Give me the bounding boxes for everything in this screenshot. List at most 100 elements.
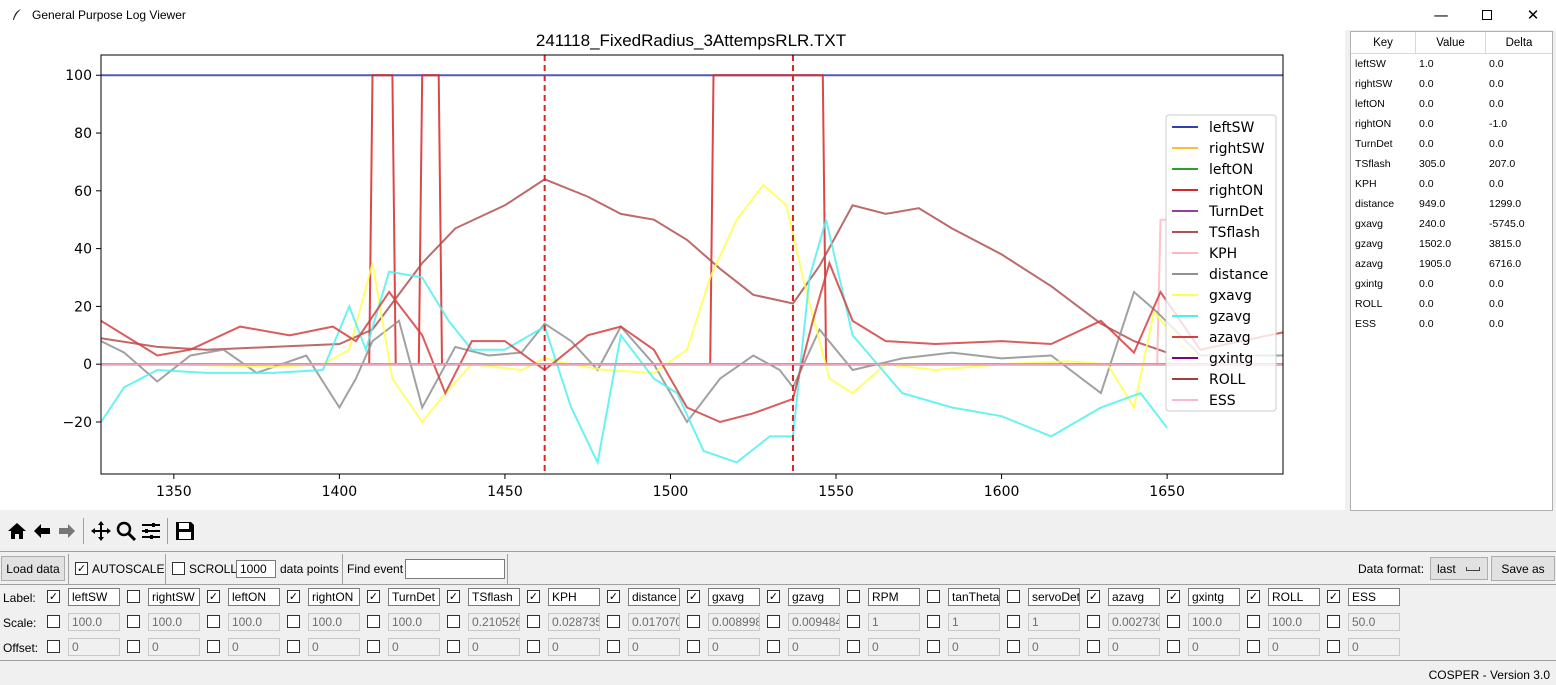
channel-scale-checkbox[interactable] <box>687 615 700 628</box>
channel-offset-checkbox[interactable] <box>527 640 540 653</box>
table-row[interactable]: gzavg 1502.0 3815.0 <box>1351 234 1552 254</box>
channel-offset-input[interactable]: 0 <box>468 638 520 656</box>
channel-offset-checkbox[interactable] <box>607 640 620 653</box>
channel-scale-checkbox[interactable] <box>1247 615 1260 628</box>
channel-offset-checkbox[interactable] <box>207 640 220 653</box>
channel-scale-checkbox[interactable] <box>367 615 380 628</box>
channel-scale-checkbox[interactable] <box>607 615 620 628</box>
channel-enable-checkbox[interactable]: ✓ <box>207 590 220 603</box>
channel-label-input[interactable]: gxintg <box>1188 588 1240 606</box>
channel-scale-input[interactable]: 0.0170706 <box>628 613 680 631</box>
channel-offset-checkbox[interactable] <box>447 640 460 653</box>
back-button[interactable] <box>29 517 54 545</box>
pan-button[interactable] <box>88 517 113 545</box>
channel-offset-checkbox[interactable] <box>127 640 140 653</box>
table-row[interactable]: distance 949.0 1299.0 <box>1351 194 1552 214</box>
channel-offset-input[interactable]: 0 <box>148 638 200 656</box>
channel-scale-input[interactable]: 100.0 <box>228 613 280 631</box>
channel-offset-input[interactable]: 0 <box>788 638 840 656</box>
channel-scale-input[interactable]: 100.0 <box>388 613 440 631</box>
data-format-dropdown[interactable]: last <box>1430 557 1488 580</box>
channel-offset-input[interactable]: 0 <box>1268 638 1320 656</box>
channel-scale-input[interactable]: 0.0094849 <box>788 613 840 631</box>
maximize-button[interactable] <box>1464 0 1510 30</box>
channel-scale-input[interactable]: 100.0 <box>68 613 120 631</box>
channel-enable-checkbox[interactable]: ✓ <box>367 590 380 603</box>
channel-scale-checkbox[interactable] <box>207 615 220 628</box>
table-row[interactable]: rightON 0.0 -1.0 <box>1351 114 1552 134</box>
channel-enable-checkbox[interactable] <box>927 590 940 603</box>
table-row[interactable]: leftSW 1.0 0.0 <box>1351 54 1552 74</box>
channel-scale-input[interactable]: 100.0 <box>148 613 200 631</box>
channel-scale-input[interactable]: 1 <box>1028 613 1080 631</box>
channel-scale-input[interactable]: 0.2105263 <box>468 613 520 631</box>
channel-offset-input[interactable]: 0 <box>548 638 600 656</box>
minimize-button[interactable]: — <box>1418 0 1464 30</box>
channel-enable-checkbox[interactable]: ✓ <box>287 590 300 603</box>
channel-offset-input[interactable]: 0 <box>228 638 280 656</box>
channel-scale-checkbox[interactable] <box>1007 615 1020 628</box>
table-row[interactable]: KPH 0.0 0.0 <box>1351 174 1552 194</box>
channel-label-input[interactable]: ROLL <box>1268 588 1320 606</box>
header-delta[interactable]: Delta <box>1505 36 1533 49</box>
channel-offset-checkbox[interactable] <box>1327 640 1340 653</box>
channel-enable-checkbox[interactable]: ✓ <box>47 590 60 603</box>
channel-enable-checkbox[interactable]: ✓ <box>1087 590 1100 603</box>
close-button[interactable]: ✕ <box>1510 0 1556 30</box>
save-figure-button[interactable] <box>172 517 197 545</box>
channel-offset-checkbox[interactable] <box>287 640 300 653</box>
channel-scale-input[interactable]: 1 <box>948 613 1000 631</box>
channel-scale-checkbox[interactable] <box>1087 615 1100 628</box>
channel-label-input[interactable]: tanTheta <box>948 588 1000 606</box>
channel-enable-checkbox[interactable]: ✓ <box>767 590 780 603</box>
channel-scale-input[interactable]: 1 <box>868 613 920 631</box>
channel-offset-input[interactable]: 0 <box>708 638 760 656</box>
scroll-checkbox[interactable] <box>172 562 185 575</box>
table-row[interactable]: gxavg 240.0 -5745.0 <box>1351 214 1552 234</box>
channel-scale-checkbox[interactable] <box>1167 615 1180 628</box>
channel-enable-checkbox[interactable] <box>127 590 140 603</box>
table-row[interactable]: ESS 0.0 0.0 <box>1351 314 1552 334</box>
channel-offset-checkbox[interactable] <box>47 640 60 653</box>
channel-offset-checkbox[interactable] <box>367 640 380 653</box>
channel-scale-input[interactable]: 0.0089984 <box>708 613 760 631</box>
channel-offset-checkbox[interactable] <box>767 640 780 653</box>
channel-scale-input[interactable]: 0.0027304 <box>1108 613 1160 631</box>
channel-label-input[interactable]: azavg <box>1108 588 1160 606</box>
line-chart[interactable]: 241118_FixedRadius_3AttempsRLR.TXT 1350 1… <box>0 30 1345 510</box>
table-row[interactable]: azavg 1905.0 6716.0 <box>1351 254 1552 274</box>
save-as-button[interactable]: Save as <box>1491 556 1555 581</box>
channel-offset-checkbox[interactable] <box>927 640 940 653</box>
table-row[interactable]: ROLL 0.0 0.0 <box>1351 294 1552 314</box>
channel-label-input[interactable]: leftON <box>228 588 280 606</box>
table-row[interactable]: TurnDet 0.0 0.0 <box>1351 134 1552 154</box>
find-event-input[interactable] <box>405 559 505 579</box>
table-row[interactable]: rightSW 0.0 0.0 <box>1351 74 1552 94</box>
channel-label-input[interactable]: servoDet <box>1028 588 1080 606</box>
channel-offset-input[interactable]: 0 <box>868 638 920 656</box>
configure-subplots-button[interactable] <box>138 517 163 545</box>
channel-offset-input[interactable]: 0 <box>948 638 1000 656</box>
forward-button[interactable] <box>54 517 79 545</box>
channel-label-input[interactable]: RPM <box>868 588 920 606</box>
channel-scale-checkbox[interactable] <box>447 615 460 628</box>
home-button[interactable] <box>4 517 29 545</box>
channel-label-input[interactable]: distance <box>628 588 680 606</box>
load-data-button[interactable]: Load data <box>1 556 65 581</box>
channel-scale-checkbox[interactable] <box>127 615 140 628</box>
channel-enable-checkbox[interactable] <box>1007 590 1020 603</box>
table-row[interactable]: TSflash 305.0 207.0 <box>1351 154 1552 174</box>
channel-enable-checkbox[interactable]: ✓ <box>1327 590 1340 603</box>
channel-label-input[interactable]: rightON <box>308 588 360 606</box>
channel-scale-checkbox[interactable] <box>927 615 940 628</box>
channel-scale-input[interactable]: 100.0 <box>1268 613 1320 631</box>
zoom-button[interactable] <box>113 517 138 545</box>
channel-enable-checkbox[interactable]: ✓ <box>527 590 540 603</box>
channel-enable-checkbox[interactable]: ✓ <box>1247 590 1260 603</box>
channel-offset-input[interactable]: 0 <box>1188 638 1240 656</box>
channel-scale-input[interactable]: 100.0 <box>308 613 360 631</box>
scroll-points-input[interactable]: 1000 <box>236 560 276 578</box>
channel-offset-input[interactable]: 0 <box>1348 638 1400 656</box>
channel-scale-checkbox[interactable] <box>847 615 860 628</box>
channel-offset-checkbox[interactable] <box>1087 640 1100 653</box>
